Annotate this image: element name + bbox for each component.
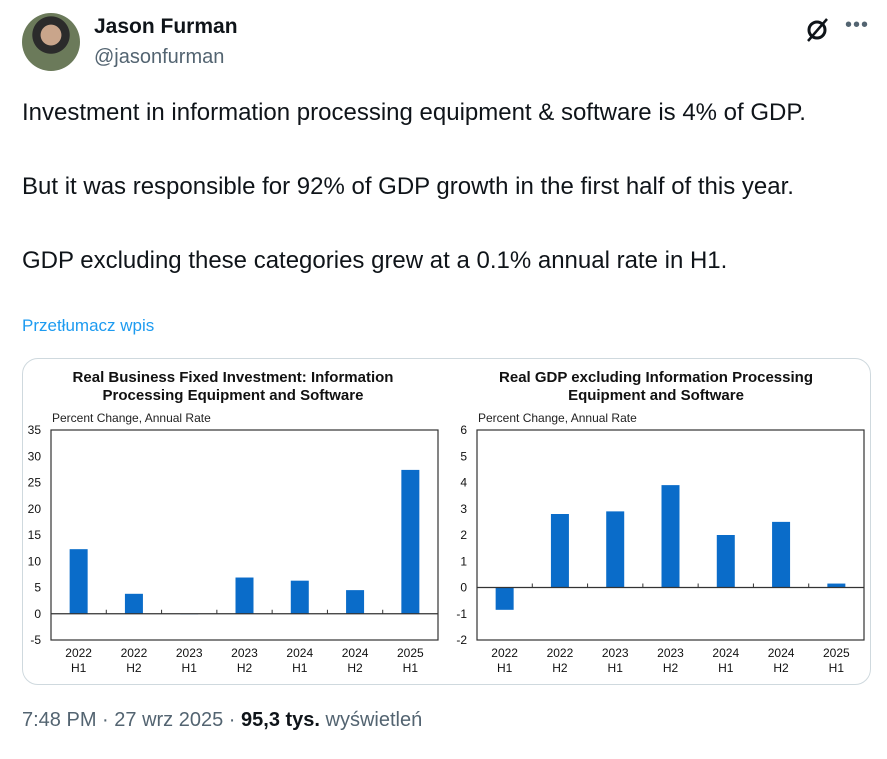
media-image[interactable]: Real Business Fixed Investment: Informat… — [22, 358, 871, 685]
bar — [401, 469, 420, 614]
views-label: wyświetleń — [325, 709, 423, 731]
chart-title: Processing Equipment and Software — [103, 387, 364, 404]
bar — [550, 514, 569, 588]
x-tick-label: 2022 — [65, 646, 92, 660]
x-tick-label: H2 — [126, 661, 142, 675]
avatar[interactable] — [22, 13, 80, 71]
tweet-date[interactable]: 27 wrz 2025 — [114, 709, 224, 731]
chart-gdp-excluding: Real GDP excluding Information Processin… — [456, 369, 865, 675]
x-tick-label: H1 — [403, 661, 419, 675]
chart-title: Equipment and Software — [568, 387, 744, 404]
view-count: 95,3 tys. — [241, 709, 320, 731]
y-tick-label: 20 — [28, 502, 42, 516]
y-tick-label: -5 — [30, 633, 41, 647]
chart-title: Real Business Fixed Investment: Informat… — [73, 369, 394, 386]
x-tick-label: 2022 — [121, 646, 148, 660]
tweet-time[interactable]: 7:48 PM — [22, 709, 97, 731]
y-tick-label: 1 — [460, 554, 467, 568]
x-tick-label: 2024 — [768, 646, 795, 660]
x-tick-label: 2023 — [657, 646, 684, 660]
author-name[interactable]: Jason Furman — [94, 15, 238, 38]
bar — [661, 485, 680, 588]
tweet-meta: 7:48 PM · 27 wrz 2025 · 95,3 tys. wyświe… — [22, 709, 422, 732]
y-tick-label: 25 — [28, 476, 42, 490]
x-tick-label: 2022 — [547, 646, 574, 660]
y-axis-label: Percent Change, Annual Rate — [478, 411, 637, 425]
y-tick-label: 5 — [460, 449, 467, 463]
separator: · — [223, 709, 242, 731]
x-tick-label: H2 — [663, 661, 679, 675]
x-tick-label: H1 — [182, 661, 198, 675]
bar — [346, 590, 365, 614]
y-tick-label: 2 — [460, 528, 467, 542]
y-tick-label: 5 — [34, 581, 41, 595]
x-tick-label: H1 — [292, 661, 308, 675]
x-tick-label: 2023 — [231, 646, 258, 660]
x-tick-label: H1 — [71, 661, 87, 675]
plot-frame — [476, 429, 865, 641]
plot-frame — [50, 429, 439, 641]
x-tick-label: 2025 — [397, 646, 424, 660]
y-tick-label: 15 — [28, 528, 42, 542]
x-tick-label: 2024 — [342, 646, 369, 660]
x-tick-label: 2025 — [823, 646, 850, 660]
x-tick-label: 2024 — [286, 646, 313, 660]
x-tick-label: H1 — [497, 661, 513, 675]
chart-investment: Real Business Fixed Investment: Informat… — [28, 369, 439, 675]
x-tick-label: H2 — [773, 661, 789, 675]
x-tick-label: 2023 — [176, 646, 203, 660]
y-tick-label: 0 — [460, 581, 467, 595]
y-tick-label: 30 — [28, 449, 42, 463]
bar — [606, 511, 625, 588]
bar — [290, 580, 309, 614]
chart-title: Real GDP excluding Information Processin… — [499, 369, 813, 386]
y-tick-label: 10 — [28, 554, 42, 568]
translate-link[interactable]: Przetłumacz wpis — [22, 316, 155, 335]
grok-icon[interactable] — [803, 16, 831, 44]
x-tick-label: H1 — [608, 661, 624, 675]
bar — [235, 577, 254, 614]
tweet-text: Investment in information processing equ… — [22, 99, 806, 274]
separator: · — [96, 709, 115, 731]
y-axis-label: Percent Change, Annual Rate — [52, 411, 211, 425]
bar — [716, 535, 735, 588]
x-tick-label: H1 — [718, 661, 734, 675]
y-tick-label: 4 — [460, 476, 467, 490]
y-tick-label: 6 — [460, 423, 467, 437]
more-options-icon[interactable]: ••• — [845, 14, 870, 36]
bar — [772, 521, 791, 588]
y-tick-label: 3 — [460, 502, 467, 516]
bar — [495, 587, 514, 610]
y-tick-label: 35 — [28, 423, 42, 437]
y-tick-label: 0 — [34, 607, 41, 621]
bar — [69, 549, 88, 614]
x-tick-label: 2024 — [712, 646, 739, 660]
x-tick-label: H2 — [347, 661, 363, 675]
y-tick-label: -1 — [456, 607, 467, 621]
x-tick-label: 2023 — [602, 646, 629, 660]
x-tick-label: H1 — [829, 661, 845, 675]
y-tick-label: -2 — [456, 633, 467, 647]
bar — [827, 583, 846, 588]
x-tick-label: H2 — [552, 661, 568, 675]
x-tick-label: H2 — [237, 661, 253, 675]
x-tick-label: 2022 — [491, 646, 518, 660]
bar — [124, 593, 143, 614]
author-handle[interactable]: @jasonfurman — [94, 46, 225, 68]
